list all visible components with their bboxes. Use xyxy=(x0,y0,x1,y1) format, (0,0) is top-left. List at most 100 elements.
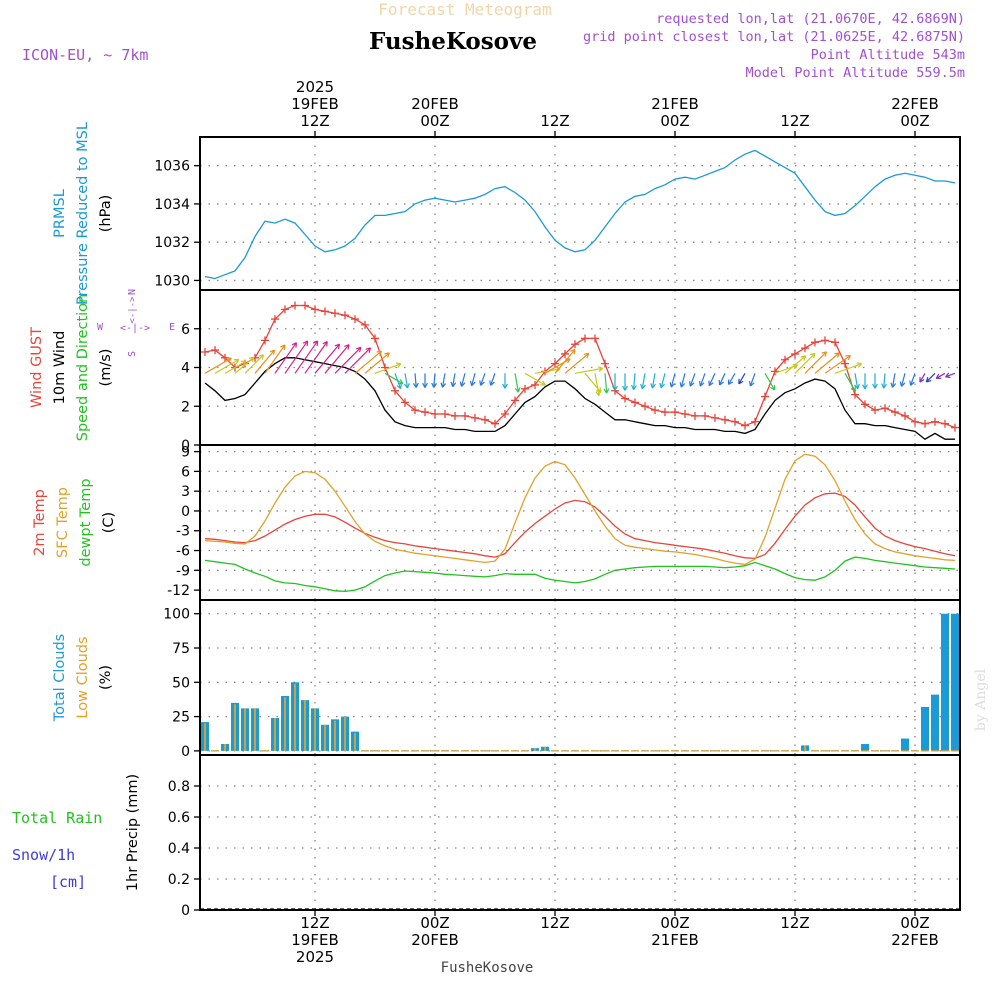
wind-arrow xyxy=(354,350,382,374)
wind-arrow-head xyxy=(669,382,676,388)
wind-gust-point xyxy=(711,413,719,422)
wind-arrow-head xyxy=(881,383,887,389)
temperature-series-1 xyxy=(204,453,956,566)
wind-gust-point xyxy=(691,411,699,420)
wind-gust-point xyxy=(341,311,349,320)
bottom-time-label: 21FEB xyxy=(651,931,698,949)
wind-arrow xyxy=(304,341,328,374)
wind-arrow-head xyxy=(925,376,932,383)
wind-arrow xyxy=(574,367,603,374)
wind-arrow-head xyxy=(845,354,852,361)
wind-arrow xyxy=(534,368,561,374)
wind-gust-point xyxy=(261,336,269,345)
wind-gust-point xyxy=(441,410,449,418)
wind-arrow xyxy=(490,373,496,386)
wind-arrow-head xyxy=(502,383,508,389)
wind-gust-point xyxy=(701,411,709,420)
watermark: by Angel xyxy=(973,668,989,731)
wind-arrow-head xyxy=(258,354,265,360)
wind-arrow-head xyxy=(631,384,637,390)
wind-gust-point xyxy=(551,359,559,368)
clouds-ylabel: Low Clouds xyxy=(75,636,91,718)
wind-gust-point xyxy=(951,423,959,432)
wind-arrow-head xyxy=(344,344,350,350)
wind-arrow-head xyxy=(514,387,521,393)
model-altitude: Model Point Altitude 559.5m xyxy=(746,65,965,81)
bottom-time-label: 20FEB xyxy=(411,931,458,949)
wind-arrow xyxy=(708,373,716,386)
wind-gust-point xyxy=(881,404,889,413)
wind-gust-point xyxy=(361,320,369,329)
wind-arrow xyxy=(254,349,276,374)
wind-arrow xyxy=(854,373,859,389)
temperature-ytick-label: -6 xyxy=(176,544,190,560)
precip-side-label: Snow/1h xyxy=(12,846,75,864)
low-cloud-bar xyxy=(204,723,206,751)
wind-arrow xyxy=(274,342,297,374)
top-time-label: 12Z xyxy=(300,112,329,130)
precip-ytick-label: 0.4 xyxy=(168,841,190,857)
wind-arrow-head xyxy=(603,388,610,394)
wind-arrow xyxy=(900,373,906,387)
temperature-ytick-label: -12 xyxy=(167,583,190,599)
wind-arrow xyxy=(384,372,404,385)
wind-arrow xyxy=(719,373,726,386)
wind-arrow xyxy=(844,373,856,392)
wind-arrow-head xyxy=(890,382,897,388)
temperature-ylabel: (C) xyxy=(101,512,117,533)
wind-arrow-head xyxy=(919,377,925,383)
top-time-label: 22FEB xyxy=(891,95,938,113)
wind-ytick-label: 6 xyxy=(181,322,190,338)
low-cloud-bar xyxy=(224,744,226,751)
wind-series-0 xyxy=(204,304,956,429)
wind-gust-point xyxy=(891,408,899,417)
wind-arrow-head xyxy=(459,381,466,387)
wind-arrow-head xyxy=(945,372,951,379)
clouds-ylabel: Total Clouds xyxy=(52,634,68,722)
wind-gust-point xyxy=(641,402,649,411)
wind-arrow-head xyxy=(821,351,828,357)
top-time-label: 2025 xyxy=(296,78,334,96)
low-cloud-bar xyxy=(334,720,336,751)
wind-arrow xyxy=(374,363,402,374)
low-cloud-bar xyxy=(324,724,326,751)
wind-arrow xyxy=(284,340,309,374)
wind-arrow xyxy=(264,344,286,374)
wind-arrow xyxy=(660,373,666,388)
wind-arrow-head xyxy=(810,352,816,359)
wind-arrow-head xyxy=(800,355,807,361)
clouds-ytick-label: 0 xyxy=(181,744,190,760)
wind-arrow xyxy=(738,373,746,385)
wind-arrow-head xyxy=(659,382,666,389)
low-cloud-bar xyxy=(304,700,306,751)
wind-gust-point xyxy=(411,406,419,415)
bottom-time-label: 12Z xyxy=(540,914,569,932)
wind-arrow-head xyxy=(334,343,341,350)
total-cloud-bar xyxy=(941,613,949,751)
wind-gust-point xyxy=(321,307,329,316)
wind-arrow-head xyxy=(854,383,860,390)
temperature-ytick-label: 0 xyxy=(181,504,190,520)
temperature-ylabel: dewpt Temp xyxy=(78,478,94,566)
low-cloud-bar xyxy=(344,716,346,751)
clouds-ytick-label: 50 xyxy=(172,675,190,691)
wind-arrow xyxy=(524,372,546,386)
wind-arrow-head xyxy=(322,340,328,347)
wind-arrow xyxy=(433,373,436,388)
wind-arrow xyxy=(344,347,371,374)
wind-gust-point xyxy=(471,413,479,422)
wind-arrow-head xyxy=(404,383,410,389)
wind-gust-point xyxy=(211,346,219,355)
wind-arrow-head xyxy=(431,382,438,388)
wind-gust-point xyxy=(291,301,299,310)
precip-ytick-label: 0.8 xyxy=(168,779,190,795)
wind-arrow xyxy=(594,373,600,396)
wind-arrow xyxy=(364,352,390,374)
wind-arrow xyxy=(224,360,247,374)
bottom-time-label: 00Z xyxy=(900,914,929,932)
clouds-ylabel: (%) xyxy=(98,665,114,690)
wind-arrow xyxy=(452,373,456,387)
wind-arrow-head xyxy=(622,385,628,391)
wind-gust-point xyxy=(451,411,459,420)
precip-frame xyxy=(199,754,961,911)
